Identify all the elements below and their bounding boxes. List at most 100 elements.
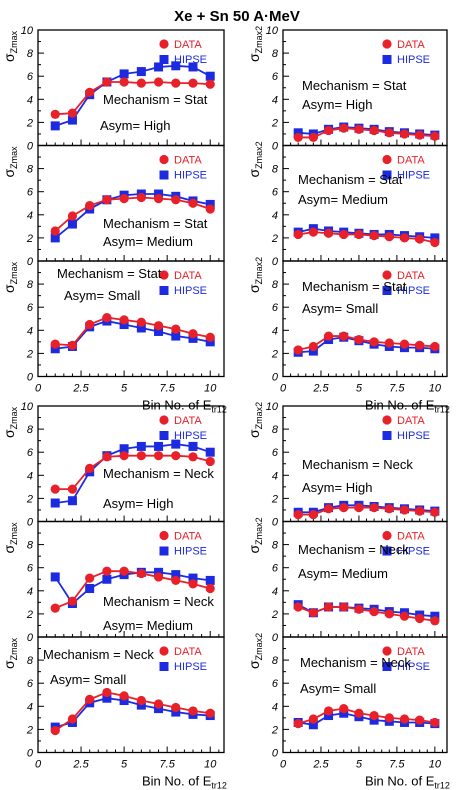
mechanism-label: Mechanism = Stat (298, 172, 403, 187)
data-point-hipse (119, 320, 129, 330)
y-axis-label-sub: Zmax2 (254, 517, 264, 545)
y-tick-label: 4 (272, 210, 278, 222)
data-point-data (308, 509, 318, 520)
y-tick-label: 8 (272, 424, 279, 436)
series-line-data (54, 196, 211, 232)
legend-label-data: DATA (174, 646, 202, 658)
x-tick-label: 5 (121, 383, 128, 395)
series-line-hipse (298, 504, 435, 514)
legend-label-hipse: HIPSE (174, 285, 207, 297)
x-axis-label-main: Bin No. of E (142, 398, 212, 413)
legend-label-data: DATA (397, 270, 425, 282)
legend-marker-data (159, 154, 169, 165)
series-line-hipse (55, 443, 211, 504)
x-tick-label: 5 (356, 759, 363, 771)
y-tick-label: 8 (272, 48, 279, 60)
data-point-data (67, 596, 78, 606)
y-tick-label: 2 (271, 724, 278, 736)
y-axis-label: σZmax (1, 30, 19, 62)
y-tick-label: 2 (271, 348, 278, 360)
data-point-data (136, 451, 146, 461)
data-point-hipse (119, 696, 129, 706)
y-tick-label: 2 (26, 233, 33, 245)
mechanism-label: Mechanism = Neck (302, 457, 413, 472)
legend-label-data: DATA (397, 415, 425, 427)
mechanism-label: Mechanism = Neck (103, 594, 214, 609)
y-axis-label: σZmax2 (246, 26, 264, 62)
data-point-data (384, 609, 394, 619)
y-tick-label: 8 (27, 164, 34, 176)
y-tick-label: 4 (272, 470, 278, 482)
y-tick-label: 0 (272, 372, 279, 384)
data-point-hipse (136, 700, 146, 710)
data-point-data (430, 131, 440, 141)
legend-marker-hipse (382, 286, 392, 295)
x-axis-label-sub: tr12 (434, 405, 450, 415)
data-point-data (354, 334, 364, 345)
y-axis-label-sub: Zmax (9, 146, 19, 169)
asym-label: Asym= Medium (298, 566, 388, 581)
data-point-hipse (205, 447, 215, 457)
data-point-data (188, 706, 198, 716)
series-line-data (55, 81, 211, 116)
data-point-hipse (188, 333, 198, 343)
data-point-hipse (119, 69, 129, 79)
legend-label-hipse: HIPSE (397, 546, 430, 558)
data-point-data (102, 452, 112, 462)
data-point-data (85, 573, 95, 583)
data-point-hipse (136, 323, 146, 333)
data-point-hipse (339, 708, 349, 718)
data-point-data (339, 503, 349, 513)
series-line-hipse (54, 697, 211, 728)
series-line-hipse (54, 64, 211, 127)
y-tick-label: 6 (27, 187, 34, 199)
x-axis-label-sub: tr12 (211, 781, 227, 790)
y-tick-label: 2 (271, 117, 278, 129)
y-tick-label: 4 (272, 701, 278, 713)
data-point-data (136, 568, 146, 579)
legend-marker-data (159, 530, 169, 541)
legend-marker-hipse (159, 662, 169, 671)
data-point-hipse (119, 444, 129, 454)
x-tick-label: 2.5 (312, 759, 329, 771)
mechanism-label: Mechanism = Neck (298, 542, 409, 557)
x-tick-label: 7.5 (160, 383, 176, 395)
series-line-hipse (55, 320, 211, 350)
data-point-data (67, 340, 78, 350)
data-point-data (323, 331, 334, 341)
data-point-data (430, 341, 440, 352)
data-point-data (339, 331, 349, 341)
y-axis-label: σZmax2 (246, 517, 264, 553)
asym-label: Asym= Medium (103, 234, 193, 249)
data-point-data (399, 339, 410, 349)
y-tick-label: 6 (272, 678, 279, 690)
data-point-data (384, 713, 394, 723)
y-tick-label: 0 (272, 748, 279, 760)
mechanism-label: Mechanism = Stat (302, 279, 407, 294)
data-point-data (354, 503, 364, 513)
legend-marker-data (382, 270, 392, 280)
data-point-data (308, 341, 318, 352)
y-axis-label-sigma: σ (1, 53, 17, 62)
data-point-hipse (154, 189, 164, 199)
y-axis-label-sigma: σ (1, 284, 17, 293)
data-point-data (153, 572, 164, 582)
y-tick-label: 2 (26, 117, 33, 129)
data-point-data (308, 714, 318, 724)
data-point-data (205, 708, 215, 718)
y-tick-label: 10 (266, 401, 279, 413)
x-axis-label-main: Bin No. of E (142, 774, 212, 789)
legend-label-data: DATA (174, 415, 202, 427)
y-tick-label: 2 (271, 233, 278, 245)
x-tick-label: 7.5 (160, 759, 176, 771)
data-point-data (102, 77, 112, 87)
y-tick-label: 4 (272, 325, 278, 337)
y-tick-label: 0 (27, 632, 34, 644)
y-tick-label: 2 (26, 493, 33, 505)
legend-label-hipse: HIPSE (174, 54, 207, 66)
data-point-data (188, 78, 198, 88)
x-tick-label: 5 (121, 759, 128, 771)
y-tick-label: 6 (27, 563, 34, 575)
